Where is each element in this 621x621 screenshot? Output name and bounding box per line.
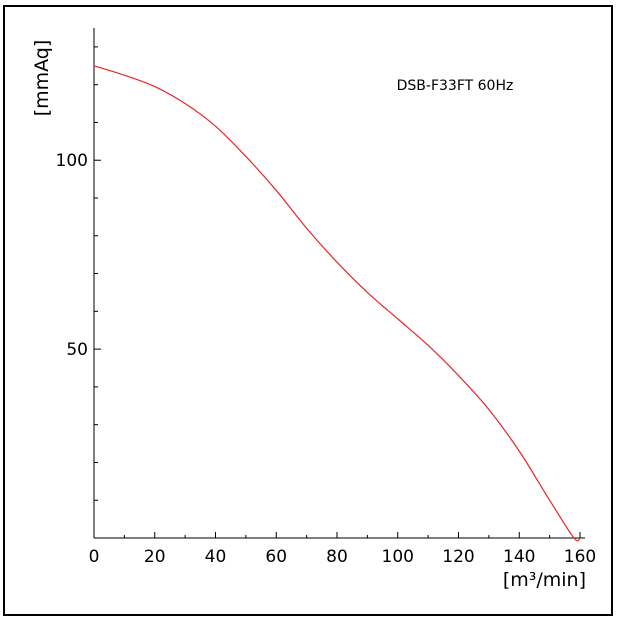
x-tick-label: 20 xyxy=(144,547,166,567)
x-tick-label: 60 xyxy=(265,547,287,567)
x-tick-label: 120 xyxy=(442,547,474,567)
x-tick-label: 100 xyxy=(382,547,414,567)
x-tick-label: 0 xyxy=(89,547,100,567)
x-tick-label: 40 xyxy=(205,547,227,567)
x-axis-title: [m³/min] xyxy=(503,569,586,591)
tick-labels: 0 20 40 60 80 100 120 140 160 100 50 xyxy=(56,151,597,567)
chart-frame xyxy=(3,5,613,616)
y-tick-label: 50 xyxy=(66,340,88,360)
x-tick-label: 80 xyxy=(326,547,348,567)
series-group xyxy=(93,65,581,542)
y-tick-label: 100 xyxy=(56,151,88,171)
y-axis-title: [mmAq] xyxy=(31,40,53,117)
legend-label: DSB-F33FT 60Hz xyxy=(397,78,514,94)
series-line xyxy=(93,65,581,542)
ticks xyxy=(93,46,581,538)
x-tick-label: 140 xyxy=(503,547,535,567)
axes xyxy=(93,28,585,539)
x-tick-label: 160 xyxy=(564,547,596,567)
